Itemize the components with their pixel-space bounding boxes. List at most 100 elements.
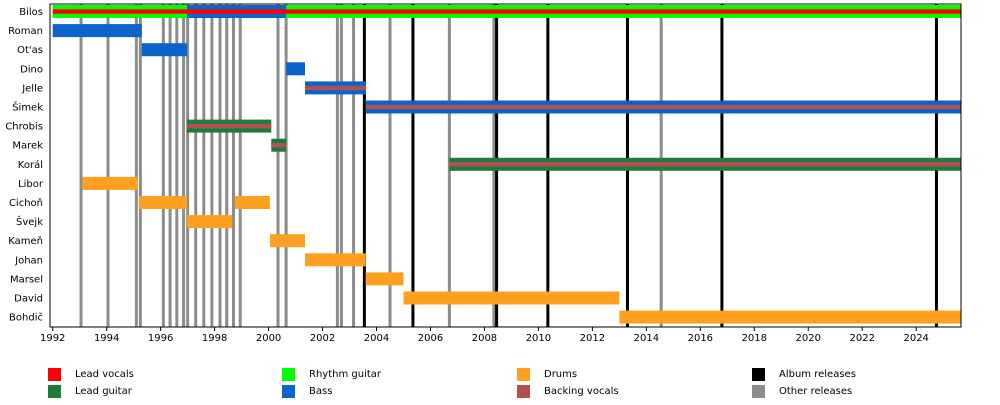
legend-label: Other releases (779, 385, 853, 397)
other-release-lines (79, 4, 663, 327)
legend-item-backing-vocals: Backing vocals (517, 383, 619, 399)
legend-label: Backing vocals (544, 385, 619, 397)
bar-segment-backing-vocals (187, 123, 272, 129)
bar-bohdic (619, 310, 961, 324)
legend-item-album-releases: Album releases (752, 366, 856, 382)
bar-cichon (234, 196, 270, 209)
member-label-bilos: Bilos (19, 7, 43, 18)
member-label-cichon: Cichoň (9, 197, 43, 209)
member-bars (52, 5, 961, 324)
bar-simek (365, 100, 961, 114)
x-axis: 1992 1994 1996 1998 2000 2002 2004 2006 2008 2010… (40, 327, 929, 344)
bar-svejk (187, 215, 233, 229)
legend-swatch (517, 384, 530, 398)
legend-label: Lead vocals (75, 368, 134, 380)
member-label-marek: Marek (12, 141, 43, 152)
bar-ot-as (141, 43, 188, 57)
legend-swatch (517, 367, 530, 381)
bar-chrobis (187, 119, 272, 133)
bar-segment-drums (269, 234, 306, 248)
member-label-kamen: Kameň (8, 235, 43, 247)
x-tick-label: 2020 (796, 333, 821, 344)
legend-item-drums: Drums (517, 366, 577, 382)
legend-item-bass: Bass (282, 383, 332, 399)
legend-swatch (752, 367, 765, 381)
x-tick-label: 2024 (903, 333, 928, 344)
bar-segment-lead-vocals (52, 9, 961, 14)
bar-roman (52, 24, 142, 38)
band-timeline-chart: Bilos Roman Ot'as Dino Jelle Šimek Chrobis Mare… (5, 3, 962, 344)
bar-segment-drums (305, 253, 366, 267)
legend-swatch (752, 384, 765, 398)
x-tick-label: 2006 (418, 333, 443, 344)
x-tick-label: 2008 (472, 333, 497, 344)
bar-segment-backing-vocals (449, 162, 961, 167)
bar-segment-lead-vocals (187, 9, 287, 14)
x-tick-label: 1996 (148, 333, 173, 344)
legend-swatch (282, 384, 295, 398)
legend-swatch (48, 367, 61, 381)
x-tick-label: 2022 (850, 333, 875, 344)
bar-david (403, 291, 620, 305)
legend-item-other-releases: Other releases (752, 383, 852, 399)
legend-item-lead-vocals: Lead vocals (48, 366, 134, 382)
member-label-chrobis: Chrobis (5, 122, 43, 133)
bar-marsel (365, 272, 404, 286)
member-label-jelle: Jelle (21, 83, 43, 94)
x-tick-label: 1998 (202, 333, 227, 344)
bar-segment-drums (365, 272, 404, 286)
legend-label: Lead guitar (75, 385, 132, 397)
bar-segment-drums (403, 291, 620, 305)
x-tick-label: 1992 (40, 333, 65, 344)
bar-segment-backing-vocals (365, 104, 961, 110)
x-tick-label: 2018 (742, 333, 767, 344)
bar-libor (82, 176, 138, 190)
member-label-libor: Libor (18, 179, 44, 190)
bar-segment-drums (187, 215, 233, 229)
legend: Lead vocals Lead guitar Rhythm guitar Bass D… (0, 360, 1000, 405)
bar-dino (286, 62, 306, 76)
bar-segment-drums (139, 196, 188, 209)
legend-item-rhythm-guitar: Rhythm guitar (282, 366, 381, 382)
legend-label: Album releases (779, 368, 856, 380)
legend-label: Rhythm guitar (309, 368, 382, 380)
x-tick-label: 2010 (526, 333, 551, 344)
plot-border (49, 3, 962, 328)
member-label-david: David (14, 294, 43, 305)
member-label-koral: Korál (18, 159, 43, 171)
bar-segment-backing-vocals (271, 143, 287, 148)
legend-label: Drums (544, 368, 578, 380)
bar-segment-backing-vocals (305, 85, 366, 91)
member-label-johan: Johan (14, 255, 43, 266)
x-tick-label: 1994 (94, 333, 119, 344)
member-label-bohdic: Bohdič (9, 312, 43, 324)
bar-segment-bass (52, 24, 142, 38)
legend-label: Bass (309, 385, 333, 397)
legend-item-lead-guitar: Lead guitar (48, 383, 132, 399)
bar-segment-bass (141, 43, 188, 57)
bar-segment-drums (619, 310, 961, 324)
legend-swatch (48, 384, 61, 398)
bar-marek (271, 138, 287, 152)
bar-koral (449, 157, 961, 171)
bar-cichon (139, 196, 188, 209)
x-tick-label: 2004 (364, 333, 389, 344)
member-label-dino: Dino (20, 64, 43, 75)
bar-bilos (187, 5, 287, 18)
x-tick-label: 2012 (580, 333, 605, 344)
member-label-ot-as: Ot'as (17, 45, 43, 56)
bar-segment-drums (234, 196, 270, 209)
x-tick-label: 2016 (688, 333, 713, 344)
member-labels: Bilos Roman Ot'as Dino Jelle Šimek Chrobis Mare… (5, 7, 44, 324)
member-label-simek: Šimek (12, 101, 43, 114)
bar-jelle (305, 81, 366, 95)
bar-segment-bass (286, 62, 306, 76)
bar-segment-drums (82, 176, 138, 190)
bar-kamen (269, 234, 306, 248)
member-label-marsel: Marsel (10, 274, 43, 285)
member-label-svejk: Švejk (16, 215, 43, 228)
legend-swatch (282, 367, 295, 381)
x-tick-label: 2014 (634, 333, 659, 344)
member-label-roman: Roman (8, 26, 43, 37)
x-tick-label: 2000 (256, 333, 281, 344)
